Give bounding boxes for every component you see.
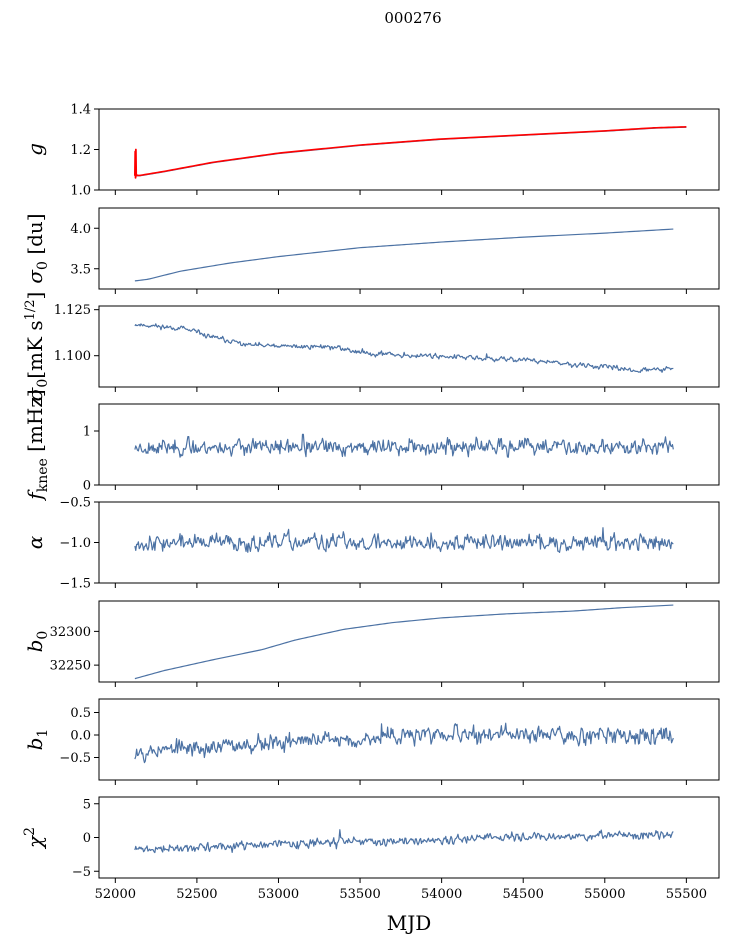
panel-frame-b1 — [98, 698, 720, 781]
y-tick-label-chi2-2: 5 — [83, 797, 91, 812]
y-axis-label-sigma0-du: σ0 [du] — [23, 213, 51, 283]
y-tick-label-b1-0: −0.5 — [59, 751, 91, 766]
y-axis-label-b1: b1 — [23, 729, 51, 751]
panel-frame-b0 — [98, 600, 720, 683]
panel-sigma0-du: 3.5 4.0 σ0 [du] — [23, 207, 720, 294]
series-line-fknee-0 — [134, 433, 674, 458]
y-tick-label-alpha-0: −1.5 — [59, 577, 91, 592]
y-axis-label-b0: b0 — [23, 631, 51, 653]
figure-title: 000276 — [384, 9, 441, 27]
series-line-sigma0-mk-0 — [134, 323, 674, 373]
panel-alpha: −1.5 −1.0 −0.5 α — [23, 496, 720, 592]
y-axis-label-alpha: α — [23, 535, 47, 549]
series-line-chi2-0 — [134, 829, 674, 854]
series-line-b1-0 — [134, 722, 674, 764]
y-tick-label-chi2-0: −5 — [72, 865, 91, 880]
y-tick-label-fknee-0: 0 — [83, 479, 91, 494]
y-axis-label-g: g — [23, 143, 47, 156]
y-tick-label-b1-2: 0.5 — [70, 706, 91, 721]
x-tick-label-6: 55000 — [584, 887, 625, 902]
y-tick-label-sigma0-mk-1: 1.125 — [54, 303, 91, 318]
panel-frame-chi2 — [98, 796, 720, 879]
panel-fknee: 0 1 fknee [mHz] — [23, 389, 720, 502]
y-tick-label-sigma0-du-0: 3.5 — [70, 262, 91, 277]
y-tick-label-g-0: 1.0 — [70, 184, 91, 199]
series-line-sigma0-du-0 — [134, 228, 674, 282]
y-tick-label-sigma0-du-1: 4.0 — [70, 222, 91, 237]
y-tick-label-b0-1: 32300 — [50, 625, 91, 640]
y-tick-label-fknee-1: 1 — [83, 425, 91, 440]
panel-frame-fknee — [98, 403, 720, 486]
y-tick-label-b0-0: 32250 — [50, 659, 91, 674]
x-tick-label-3: 53500 — [339, 887, 380, 902]
y-axis-label-chi2: χ2 — [22, 827, 47, 850]
series-line-alpha-0 — [134, 527, 674, 553]
panel-frame-sigma0-mk — [98, 305, 720, 388]
panel-frame-alpha — [98, 501, 720, 584]
x-tick-label-7: 55500 — [666, 887, 707, 902]
x-tick-label-5: 54500 — [503, 887, 544, 902]
y-tick-label-sigma0-mk-0: 1.100 — [54, 349, 91, 364]
y-tick-label-b1-1: 0.0 — [70, 729, 91, 744]
panel-b1: −0.5 0.0 0.5 b1 — [23, 698, 720, 785]
x-tick-label-1: 52500 — [176, 887, 217, 902]
panel-chi2: −5 0 5 χ2 — [22, 796, 720, 883]
x-tick-label-0: 52000 — [95, 887, 136, 902]
y-tick-label-alpha-2: −0.5 — [59, 496, 91, 511]
y-tick-label-g-1: 1.2 — [70, 143, 91, 158]
panel-frame-sigma0-du — [98, 207, 720, 290]
series-line-b0-0 — [134, 604, 674, 680]
y-tick-label-chi2-1: 0 — [83, 831, 91, 846]
x-tick-label-4: 54000 — [421, 887, 462, 902]
series-line-g-2 — [133, 148, 138, 179]
y-axis-label-fknee: fknee [mHz] — [23, 389, 51, 501]
y-tick-label-g-2: 1.4 — [70, 103, 91, 118]
panel-g: 1.0 1.2 1.4 g — [23, 103, 720, 199]
x-tick-label-2: 53000 — [258, 887, 299, 902]
series-line-g-1 — [134, 126, 687, 177]
y-tick-label-alpha-1: −1.0 — [59, 536, 91, 551]
x-axis-label: MJD — [387, 911, 432, 935]
series-line-g-0 — [134, 126, 687, 177]
panel-frame-g — [98, 108, 720, 191]
y-axis-label-sigma0-mk: σ0[mK s1/2] — [23, 292, 51, 402]
